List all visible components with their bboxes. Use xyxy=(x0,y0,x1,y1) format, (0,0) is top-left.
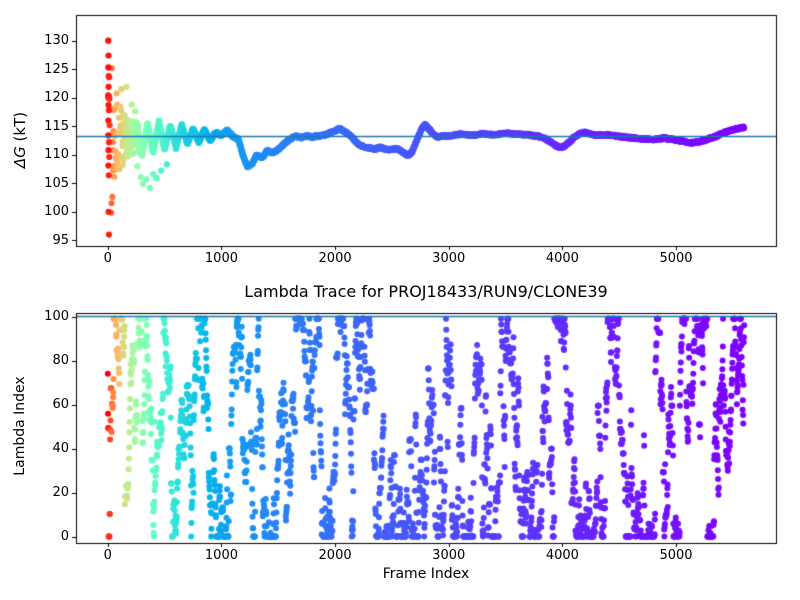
figure: ΔG (kT) Lambda Trace for PROJ18433/RUN9/… xyxy=(0,0,800,600)
plots-canvas xyxy=(0,0,800,600)
